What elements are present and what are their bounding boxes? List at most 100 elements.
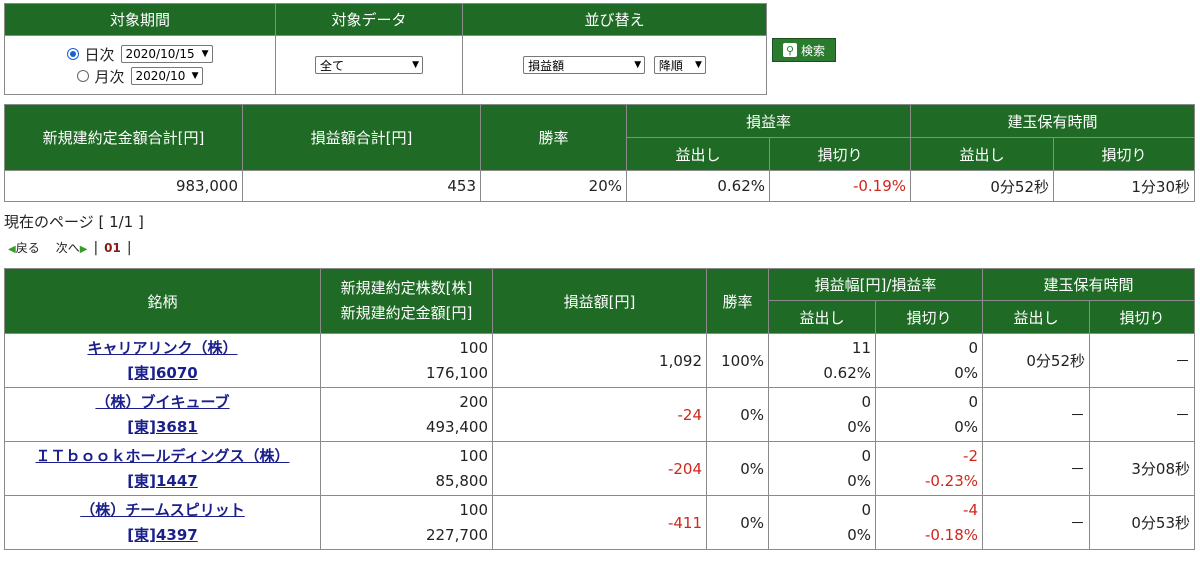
data-cell: 全て ▼ [275, 35, 463, 95]
back-link[interactable]: ◀戻る [8, 239, 40, 256]
shares-amount-cell: 100 176,100 [320, 333, 493, 388]
stock-code-link[interactable]: [東]3681 [127, 417, 198, 436]
range-loss-cell: 0 0% [874, 333, 984, 388]
monthly-date-value: 2020/10 [135, 69, 186, 83]
stock-code-link[interactable]: [東]1447 [127, 471, 198, 490]
search-button[interactable]: ⚲ 検索 [772, 38, 836, 62]
stock-name-link[interactable]: （株）チームスピリット [80, 500, 245, 519]
data-select[interactable]: 全て ▼ [315, 56, 423, 75]
detail-header-hold-time: 建玉保有時間 [982, 268, 1196, 301]
detail-body: キャリアリンク（株） [東]6070 100 176,100 1,092 100% 11 0.… [4, 333, 1196, 550]
detail-header-hold-profit: 益出し [982, 300, 1091, 334]
range-loss-cell: -4 -0.18% [874, 495, 984, 550]
pager-separator: | [126, 239, 132, 256]
detail-header-win-rate: 勝率 [706, 268, 769, 334]
header-period: 対象期間 [4, 3, 276, 36]
hold-loss-value: 3分08秒 [1089, 441, 1196, 496]
range-profit-cell: 0 0% [768, 441, 876, 496]
range-loss-width: 0 [968, 338, 979, 357]
header-data: 対象データ [275, 3, 463, 36]
range-profit-cell: 0 0% [768, 387, 876, 442]
detail-header-range-loss: 損切り [874, 300, 984, 334]
range-loss-rate: 0% [954, 417, 979, 436]
daily-radio[interactable] [67, 48, 80, 60]
chevron-down-icon: ▼ [412, 60, 419, 71]
win-rate-value: 0% [706, 495, 769, 550]
period-cell: 日次 2020/10/15 ▼ 月次 2020/10 ▼ [4, 35, 276, 95]
order-select[interactable]: 降順 ▼ [653, 56, 706, 75]
shares-amount-cell: 100 85,800 [320, 441, 493, 496]
pl-value: -411 [492, 495, 707, 550]
search-button-label: 検索 [800, 43, 825, 58]
chevron-down-icon: ▼ [201, 49, 209, 59]
daily-label: 日次 [84, 45, 115, 64]
summary-pl-rate-profit: 0.62% [626, 170, 770, 202]
next-label: 次へ [55, 241, 80, 255]
summary-header-pl-profit: 益出し [626, 137, 770, 171]
monthly-radio[interactable] [77, 70, 90, 82]
stock-cell: （株）チームスピリット [東]4397 [4, 495, 321, 550]
next-link[interactable]: 次へ▶ [56, 239, 88, 256]
range-loss-width: -4 [963, 500, 979, 519]
range-loss-cell: -2 -0.23% [874, 441, 984, 496]
hold-loss-value: 0分53秒 [1089, 495, 1196, 550]
current-page[interactable]: 01 [104, 240, 121, 255]
table-row: ＩＴｂｏｏｋホールディングス（株） [東]1447 100 85,800 -204 0% 0… [4, 441, 1196, 496]
monthly-option[interactable]: 月次 2020/10 ▼ [5, 65, 275, 87]
range-loss-rate: -0.18% [924, 525, 979, 544]
hold-loss-value: － [1089, 387, 1196, 442]
summary-header-hold-time: 建玉保有時間 [910, 104, 1196, 138]
chevron-down-icon: ▼ [634, 60, 642, 71]
summary-header-hold-loss: 損切り [1053, 137, 1196, 171]
monthly-date-select[interactable]: 2020/10 ▼ [130, 67, 203, 85]
shares-value: 100 [459, 446, 488, 465]
amount-value: 85,800 [435, 471, 489, 490]
table-row: キャリアリンク（株） [東]6070 100 176,100 1,092 100% 11 0.… [4, 333, 1196, 388]
shares-amount-cell: 200 493,400 [320, 387, 493, 442]
sort-select[interactable]: 損益額 ▼ [523, 56, 646, 75]
shares-value: 100 [459, 338, 488, 357]
summary-header-pl-loss: 損切り [768, 137, 912, 171]
detail-header-name: 銘柄 [4, 268, 321, 334]
range-profit-width: 11 [851, 338, 871, 357]
win-rate-value: 100% [706, 333, 769, 388]
pl-value: 1,092 [492, 333, 707, 388]
stock-cell: ＩＴｂｏｏｋホールディングス（株） [東]1447 [4, 441, 321, 496]
summary-pl-rate-loss: -0.19% [768, 170, 912, 202]
stock-name-link[interactable]: ＩＴｂｏｏｋホールディングス（株） [35, 446, 290, 465]
search-icon: ⚲ [782, 43, 797, 57]
detail-header-amount: 新規建約定金額[円] [340, 304, 473, 322]
detail-header-range-profit: 益出し [768, 300, 876, 334]
daily-date-select[interactable]: 2020/10/15 ▼ [120, 45, 213, 63]
range-loss-rate: -0.23% [924, 471, 979, 490]
hold-profit-value: － [982, 387, 1091, 442]
pl-value: -24 [492, 387, 707, 442]
summary-header-pl-rate: 損益率 [625, 104, 912, 138]
win-rate-value: 0% [706, 387, 769, 442]
stock-name-link[interactable]: キャリアリンク（株） [87, 338, 238, 357]
back-label: 戻る [15, 241, 40, 255]
stock-name-link[interactable]: （株）ブイキューブ [95, 392, 230, 411]
stock-code-link[interactable]: [東]4397 [127, 525, 198, 544]
header-sort: 並び替え [462, 3, 767, 36]
detail-table: 銘柄 新規建約定株数[株] 新規建約定金額[円] 損益額[円] 勝率 損益幅[円]… [4, 268, 1196, 550]
summary-hold-loss: 1分30秒 [1053, 170, 1196, 202]
detail-header-shares-amount: 新規建約定株数[株] 新規建約定金額[円] [320, 268, 493, 334]
range-loss-width: 0 [968, 392, 979, 411]
summary-table: 新規建約定金額合計[円] 損益額合計[円] 勝率 損益率 建玉保有時間 益出し … [4, 104, 1196, 202]
shares-amount-cell: 100 227,700 [320, 495, 493, 550]
summary-header-hold-profit: 益出し [910, 137, 1055, 171]
daily-date-value: 2020/10/15 [125, 47, 195, 61]
detail-header-pl: 損益額[円] [492, 268, 707, 334]
summary-win-rate: 20% [480, 170, 627, 202]
triangle-left-icon: ◀ [8, 244, 16, 255]
amount-value: 227,700 [425, 525, 488, 544]
summary-hold-profit: 0分52秒 [910, 170, 1055, 202]
filter-table: 対象期間 対象データ 並び替え 日次 2020/10/15 ▼ 月次 2020/1… [4, 3, 767, 95]
triangle-right-icon: ▶ [79, 244, 88, 255]
pl-value: -204 [492, 441, 707, 496]
pager: ◀戻る 次へ▶ | 01 | [8, 239, 132, 256]
stock-code-link[interactable]: [東]6070 [127, 363, 198, 382]
daily-option[interactable]: 日次 2020/10/15 ▼ [5, 43, 275, 65]
shares-value: 100 [459, 500, 488, 519]
